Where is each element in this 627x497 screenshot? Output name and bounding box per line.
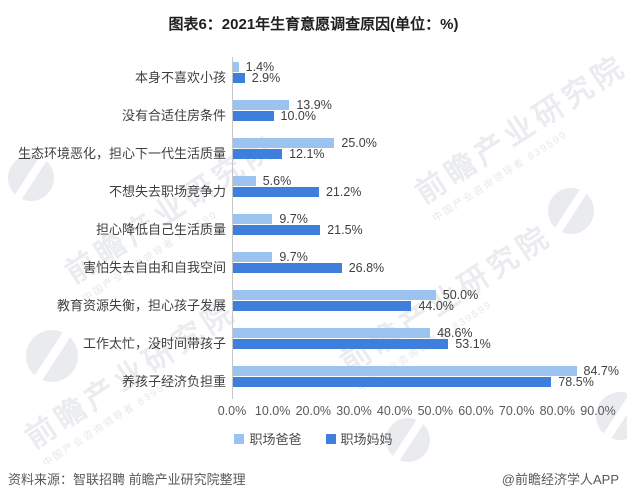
mom-bar-line: 12.1% bbox=[233, 147, 598, 161]
mom-bar-line: 26.8% bbox=[233, 261, 598, 275]
dad-value-label: 13.9% bbox=[296, 98, 332, 112]
credit-note: @前瞻经济学人APP bbox=[501, 472, 619, 487]
dad-bar-line: 25.0% bbox=[233, 136, 598, 150]
mom-bar-line: 53.1% bbox=[233, 337, 598, 351]
x-tick-label: 50.0% bbox=[417, 404, 454, 418]
legend-swatch-dad bbox=[234, 433, 245, 444]
mom-bar-line: 78.5% bbox=[233, 375, 598, 389]
chart-title: 图表6：2021年生育意愿调查原因(单位：%) bbox=[168, 16, 459, 33]
x-tick-label: 80.0% bbox=[539, 404, 576, 418]
x-axis: 0.0% 10.0% 20.0% 30.0% 40.0% 50.0% 60.0% 70.0% 8… bbox=[218, 404, 616, 420]
category-labels: 本身不喜欢小孩没有合适住房条件生态环境恶化，担心下一代生活质量不想失去职场竞争力… bbox=[0, 57, 226, 399]
legend-label-dad: 职场爸爸 bbox=[249, 432, 302, 447]
mom-bar bbox=[233, 187, 319, 197]
mom-bar bbox=[233, 377, 552, 387]
dad-bar-line: 1.4% bbox=[233, 60, 598, 74]
dad-bar bbox=[233, 328, 431, 338]
mom-bar bbox=[233, 339, 449, 349]
chart-row: 9.7% 21.5% bbox=[233, 209, 598, 247]
mom-value-label: 2.9% bbox=[251, 71, 281, 85]
category-label: 本身不喜欢小孩 bbox=[134, 69, 226, 85]
chart-row: 13.9% 10.0% bbox=[233, 95, 598, 133]
dad-value-label: 1.4% bbox=[245, 60, 275, 74]
mom-bar bbox=[233, 263, 342, 273]
category-label: 不想失去职场竞争力 bbox=[108, 183, 226, 199]
chart-row: 84.7% 78.5% bbox=[233, 361, 619, 399]
dad-value-label: 5.6% bbox=[262, 174, 292, 188]
mom-bar bbox=[233, 149, 283, 159]
dad-bar-line: 50.0% bbox=[233, 288, 598, 302]
x-tick-label: 60.0% bbox=[458, 404, 494, 418]
mom-bar-line: 21.5% bbox=[233, 223, 598, 237]
mom-value-label: 44.0% bbox=[418, 299, 454, 313]
mom-bar-line: 2.9% bbox=[233, 71, 598, 85]
chart-row: 1.4% 2.9% bbox=[233, 57, 598, 95]
dad-bar bbox=[233, 290, 436, 300]
mom-bar bbox=[233, 73, 245, 83]
chart-row: 50.0% 44.0% bbox=[233, 285, 598, 323]
mom-value-label: 53.1% bbox=[455, 337, 491, 351]
dad-bar bbox=[233, 214, 273, 224]
dad-value-label: 50.0% bbox=[442, 288, 479, 302]
dad-value-label: 84.7% bbox=[583, 364, 619, 378]
mom-value-label: 12.1% bbox=[289, 147, 325, 161]
dad-bar-line: 84.7% bbox=[233, 364, 619, 378]
dad-bar bbox=[233, 252, 273, 262]
category-label: 生态环境恶化，担心下一代生活质量 bbox=[17, 145, 226, 161]
mom-value-label: 21.5% bbox=[327, 223, 363, 237]
mom-bar-line: 21.2% bbox=[233, 185, 598, 199]
plot-area: 1.4% 2.9% 13.9% 10.0% 25.0% 12.1% 5.6% 21.2% 9.7… bbox=[232, 57, 619, 399]
dad-value-label: 9.7% bbox=[279, 212, 308, 226]
category-label: 担心降低自己生活质量 bbox=[95, 221, 226, 237]
dad-bar-line: 9.7% bbox=[233, 212, 598, 226]
category-label: 教育资源失衡，担心孩子发展 bbox=[56, 297, 226, 313]
category-label: 没有合适住房条件 bbox=[121, 107, 226, 123]
x-tick-label: 30.0% bbox=[336, 404, 372, 418]
category-label: 养孩子经济负担重 bbox=[121, 373, 226, 389]
dad-bar-line: 48.6% bbox=[233, 326, 598, 340]
mom-value-label: 26.8% bbox=[348, 261, 385, 275]
dad-value-label: 25.0% bbox=[341, 136, 377, 150]
dad-value-label: 48.6% bbox=[437, 326, 473, 340]
mom-bar-line: 44.0% bbox=[233, 299, 598, 313]
category-label: 工作太忙，没时间带孩子 bbox=[82, 335, 226, 351]
footer: 资料来源：智联招聘 前瞻产业研究院整理 @前瞻经济学人APP bbox=[8, 469, 619, 488]
mom-bar bbox=[233, 301, 412, 311]
category-label: 害怕失去自由和自我空间 bbox=[82, 259, 226, 275]
x-tick-label: 0.0% bbox=[217, 404, 247, 418]
source-note: 资料来源：智联招聘 前瞻产业研究院整理 bbox=[8, 472, 246, 487]
dad-bar bbox=[233, 100, 290, 110]
x-tick-label: 40.0% bbox=[376, 404, 413, 418]
mom-bar bbox=[233, 225, 321, 235]
dad-bar bbox=[233, 176, 256, 186]
legend: 职场爸爸 职场妈妈 bbox=[0, 429, 627, 448]
x-tick-label: 20.0% bbox=[295, 404, 332, 418]
dad-bar-line: 13.9% bbox=[233, 98, 598, 112]
x-tick-label: 70.0% bbox=[498, 404, 535, 418]
dad-bar-line: 5.6% bbox=[233, 174, 598, 188]
mom-bar-line: 10.0% bbox=[233, 109, 598, 123]
chart-row: 48.6% 53.1% bbox=[233, 323, 598, 361]
dad-bar bbox=[233, 366, 577, 376]
chart-row: 25.0% 12.1% bbox=[233, 133, 598, 171]
mom-value-label: 10.0% bbox=[280, 109, 316, 123]
mom-value-label: 21.2% bbox=[325, 185, 362, 199]
dad-bar-line: 9.7% bbox=[233, 250, 598, 264]
legend-item-mom: 职场妈妈 bbox=[325, 429, 393, 448]
chart-row: 5.6% 21.2% bbox=[233, 171, 598, 209]
legend-swatch-mom bbox=[325, 433, 336, 444]
dad-bar bbox=[233, 138, 335, 148]
legend-label-mom: 职场妈妈 bbox=[340, 432, 393, 447]
mom-bar bbox=[233, 111, 274, 121]
mom-value-label: 78.5% bbox=[558, 375, 594, 389]
chart-row: 9.7% 26.8% bbox=[233, 247, 598, 285]
dad-bar bbox=[233, 62, 239, 72]
legend-item-dad: 职场爸爸 bbox=[234, 429, 302, 448]
x-tick-label: 90.0% bbox=[580, 404, 616, 418]
x-tick-label: 10.0% bbox=[254, 404, 291, 418]
dad-value-label: 9.7% bbox=[279, 250, 308, 264]
